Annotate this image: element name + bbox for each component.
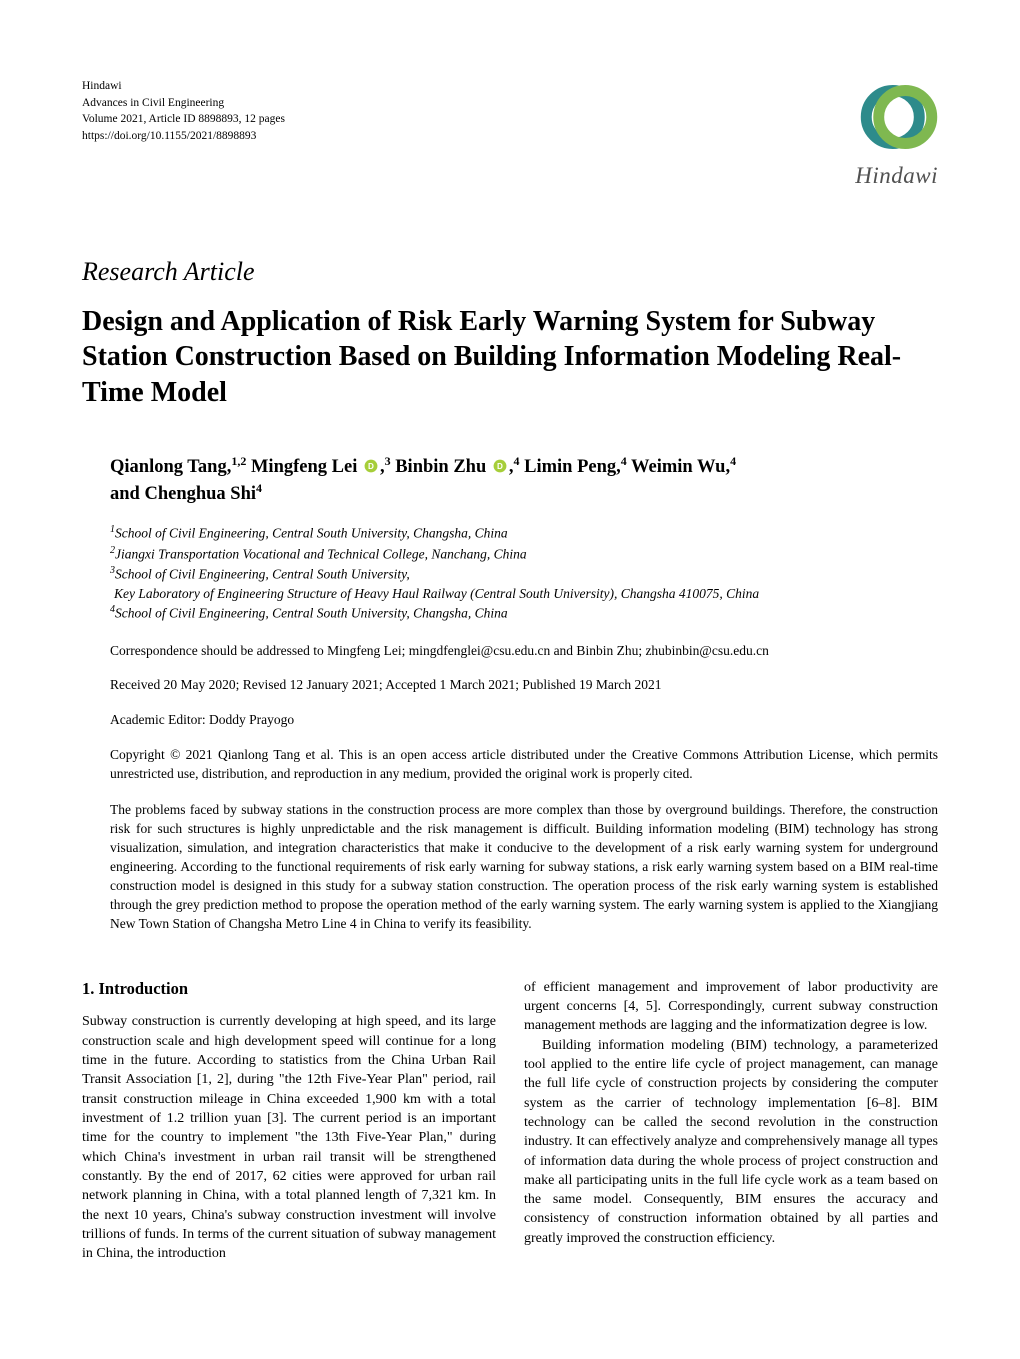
section-1-heading: 1. Introduction bbox=[82, 978, 496, 1001]
svg-text:D: D bbox=[368, 462, 374, 471]
orcid-icon: D bbox=[493, 459, 507, 473]
hindawi-logo-icon bbox=[860, 78, 938, 156]
author-1: Qianlong Tang, bbox=[110, 457, 231, 477]
aff-2-text: Jiangxi Transportation Vocational and Te… bbox=[115, 546, 527, 561]
abstract: The problems faced by subway stations in… bbox=[82, 801, 938, 933]
aff-4-text: School of Civil Engineering, Central Sou… bbox=[115, 606, 508, 621]
col2-para-1: of efficient management and improvement … bbox=[524, 978, 938, 1036]
affiliation-2: 2Jiangxi Transportation Vocational and T… bbox=[110, 544, 938, 564]
aff-3-text: School of Civil Engineering, Central Sou… bbox=[115, 567, 410, 582]
author-3: Binbin Zhu bbox=[395, 457, 486, 477]
author-2-sup: 3 bbox=[385, 454, 391, 468]
col1-para-1: Subway construction is currently develop… bbox=[82, 1012, 496, 1263]
publisher-logo-area: Hindawi bbox=[855, 78, 938, 192]
svg-text:D: D bbox=[497, 462, 503, 471]
author-4: Limin Peng, bbox=[524, 457, 621, 477]
column-left: 1. Introduction Subway construction is c… bbox=[82, 978, 496, 1264]
publisher-name: Hindawi bbox=[82, 78, 285, 95]
article-title: Design and Application of Risk Early War… bbox=[82, 304, 938, 411]
publisher-logo-text: Hindawi bbox=[855, 160, 938, 192]
author-6: and Chenghua Shi bbox=[110, 484, 256, 504]
correspondence: Correspondence should be addressed to Mi… bbox=[82, 642, 938, 661]
affiliations: 1School of Civil Engineering, Central So… bbox=[82, 523, 938, 623]
affiliation-3: 3School of Civil Engineering, Central So… bbox=[110, 564, 938, 584]
copyright: Copyright © 2021 Qianlong Tang et al. Th… bbox=[82, 746, 938, 784]
author-3-sup: 4 bbox=[514, 454, 520, 468]
author-2: Mingfeng Lei bbox=[251, 457, 357, 477]
author-1-sup: 1,2 bbox=[231, 454, 246, 468]
affiliation-1: 1School of Civil Engineering, Central So… bbox=[110, 523, 938, 543]
volume-line: Volume 2021, Article ID 8898893, 12 page… bbox=[82, 111, 285, 128]
academic-editor: Academic Editor: Doddy Prayogo bbox=[82, 711, 938, 730]
journal-name: Advances in Civil Engineering bbox=[82, 95, 285, 112]
header: Hindawi Advances in Civil Engineering Vo… bbox=[82, 78, 938, 192]
authors-block: Qianlong Tang,1,2 Mingfeng Lei D,3 Binbi… bbox=[82, 453, 938, 507]
affiliation-3b: Key Laboratory of Engineering Structure … bbox=[110, 585, 938, 604]
author-6-sup: 4 bbox=[256, 481, 262, 495]
aff-1-text: School of Civil Engineering, Central Sou… bbox=[115, 526, 508, 541]
article-type: Research Article bbox=[82, 254, 938, 290]
article-dates: Received 20 May 2020; Revised 12 January… bbox=[82, 676, 938, 695]
orcid-icon: D bbox=[364, 459, 378, 473]
journal-info: Hindawi Advances in Civil Engineering Vo… bbox=[82, 78, 285, 145]
column-right: of efficient management and improvement … bbox=[524, 978, 938, 1264]
doi-line: https://doi.org/10.1155/2021/8898893 bbox=[82, 128, 285, 145]
affiliation-4: 4School of Civil Engineering, Central So… bbox=[110, 603, 938, 623]
col2-para-2: Building information modeling (BIM) tech… bbox=[524, 1036, 938, 1248]
body-columns: 1. Introduction Subway construction is c… bbox=[82, 978, 938, 1264]
author-5-sup: 4 bbox=[730, 454, 736, 468]
author-4-sup: 4 bbox=[621, 454, 627, 468]
author-5: Weimin Wu, bbox=[631, 457, 730, 477]
